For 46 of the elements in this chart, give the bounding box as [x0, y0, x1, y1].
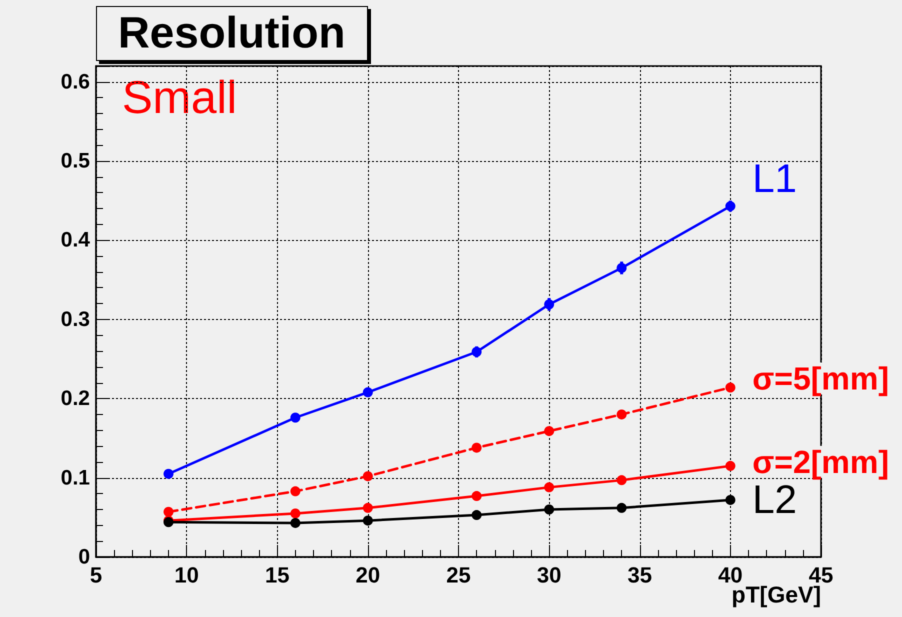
y-tick-label: 0.5: [60, 150, 90, 173]
point: [544, 426, 554, 436]
point: [164, 468, 174, 479]
y-tick-label: 0: [78, 546, 90, 568]
point: [544, 299, 554, 310]
x-tick-label: 35: [628, 562, 652, 588]
point: [725, 201, 736, 212]
x-tick-label: 25: [446, 562, 471, 588]
chart-title: Resolution: [118, 8, 346, 58]
y-tick-label: 0.4: [60, 228, 90, 252]
annotation: Small: [122, 71, 238, 123]
point: [164, 506, 174, 517]
y-tick-label: 0.1: [60, 466, 90, 490]
point: [725, 382, 736, 393]
point: [725, 494, 736, 505]
point: [290, 412, 300, 423]
y-tick-label: 0.2: [60, 387, 90, 410]
point: [544, 482, 554, 492]
series-label: L1: [752, 157, 797, 202]
y-tick-label: 0.3: [60, 308, 90, 331]
point: [616, 262, 627, 273]
x-tick-label: 15: [265, 562, 290, 588]
x-tick-label: 10: [174, 562, 199, 588]
point: [290, 518, 300, 528]
point: [362, 387, 373, 398]
point: [616, 409, 627, 420]
point: [725, 460, 736, 471]
point: [472, 491, 482, 502]
series-label: L2: [752, 478, 797, 522]
point: [472, 442, 482, 453]
x-tick-label: 30: [536, 562, 562, 588]
point: [290, 486, 300, 496]
point: [616, 475, 627, 486]
point: [362, 471, 373, 482]
point: [290, 508, 300, 518]
series-label: σ=2[mm]: [752, 444, 889, 480]
x-tick-label: 5: [90, 562, 102, 588]
point: [362, 516, 373, 526]
point: [616, 502, 627, 513]
y-tick-label: 0.6: [60, 70, 90, 94]
point: [544, 504, 554, 514]
point: [362, 502, 373, 513]
series-label: σ=5[mm]: [752, 360, 889, 397]
x-tick-label: 20: [356, 562, 380, 588]
point: [472, 510, 482, 520]
point: [472, 346, 482, 357]
